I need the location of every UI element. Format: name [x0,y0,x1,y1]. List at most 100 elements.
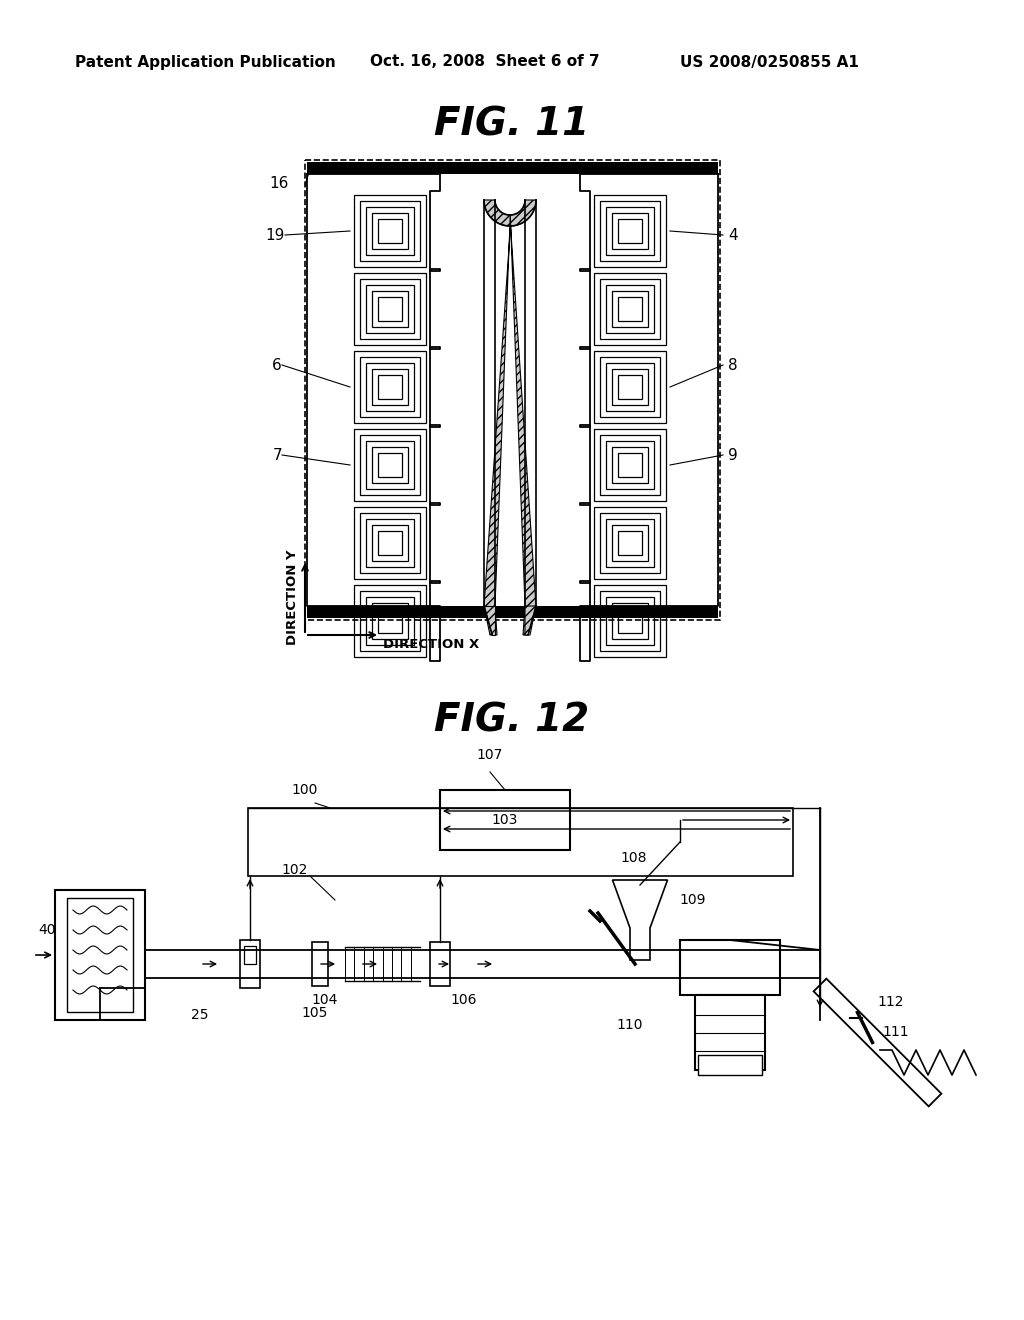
Text: 109: 109 [680,894,706,907]
Bar [372,603,408,639]
Bar [360,591,420,651]
Text: FIG. 11: FIG. 11 [434,106,590,144]
Bar [618,375,642,399]
Bar [354,273,426,345]
Text: 6: 6 [272,358,282,372]
Bar [366,207,414,255]
Text: DIRECTION X: DIRECTION X [383,638,479,651]
Text: Patent Application Publication: Patent Application Publication [75,54,336,70]
Bar [67,898,133,1012]
Bar [248,808,793,876]
Polygon shape [525,606,536,635]
Bar [360,436,420,495]
Text: 7: 7 [272,447,282,462]
Text: US 2008/0250855 A1: US 2008/0250855 A1 [680,54,859,70]
Bar [600,436,660,495]
Bar [612,213,648,249]
Polygon shape [612,880,668,960]
Bar [440,789,570,850]
Bar [600,201,660,261]
Text: 4: 4 [728,227,737,243]
Bar [307,162,718,174]
Bar [372,290,408,327]
Bar [594,273,666,345]
Text: 9: 9 [728,447,737,462]
Text: 108: 108 [620,851,646,865]
Bar [618,219,642,243]
Polygon shape [814,978,941,1106]
Bar [594,507,666,579]
Bar [372,370,408,405]
Bar [354,429,426,502]
Bar [372,213,408,249]
Bar [680,940,780,995]
Text: 112: 112 [878,995,904,1010]
Bar [618,297,642,321]
Text: 107: 107 [477,748,503,762]
Bar [600,279,660,339]
Bar [312,942,328,986]
Bar [618,453,642,477]
Bar [430,942,450,986]
Bar [372,447,408,483]
Text: 19: 19 [265,227,285,243]
Bar [612,290,648,327]
Bar [594,195,666,267]
Bar [594,351,666,422]
Bar [612,447,648,483]
Bar [366,597,414,645]
Bar [378,297,402,321]
Bar [305,160,720,620]
Text: DIRECTION Y: DIRECTION Y [286,549,299,644]
Bar [618,609,642,634]
Bar [354,507,426,579]
Bar [366,441,414,488]
Bar [378,531,402,554]
Bar [618,531,642,554]
Text: 103: 103 [492,813,518,828]
Bar [366,519,414,568]
Text: 104: 104 [312,993,338,1007]
Text: 40: 40 [38,923,55,937]
Text: 111: 111 [883,1026,909,1040]
Text: 105: 105 [302,1006,328,1020]
Bar [240,940,260,987]
Text: 8: 8 [728,358,737,372]
Text: FIG. 12: FIG. 12 [434,701,590,739]
Bar [612,525,648,561]
Bar [360,356,420,417]
Text: Oct. 16, 2008  Sheet 6 of 7: Oct. 16, 2008 Sheet 6 of 7 [370,54,600,70]
Bar [354,195,426,267]
Bar [606,285,654,333]
Bar [600,356,660,417]
Bar [695,995,765,1071]
Bar [606,441,654,488]
Bar [378,453,402,477]
Bar [698,1055,762,1074]
Bar [244,946,256,964]
Bar [600,513,660,573]
Bar [606,519,654,568]
Text: 100: 100 [292,783,318,797]
Text: 25: 25 [191,1008,209,1022]
Bar [307,606,718,618]
Text: 110: 110 [616,1018,643,1032]
Bar [594,429,666,502]
Text: 106: 106 [450,993,476,1007]
Bar [360,513,420,573]
Bar [612,370,648,405]
Bar [378,375,402,399]
Polygon shape [484,606,495,635]
Bar [354,351,426,422]
Polygon shape [484,201,511,635]
Bar [594,585,666,657]
Bar [378,609,402,634]
Bar [360,279,420,339]
Bar [378,219,402,243]
Bar [606,597,654,645]
Bar [55,890,145,1020]
Bar [366,363,414,411]
Text: 102: 102 [282,863,308,876]
Text: 16: 16 [269,176,289,190]
Bar [366,285,414,333]
